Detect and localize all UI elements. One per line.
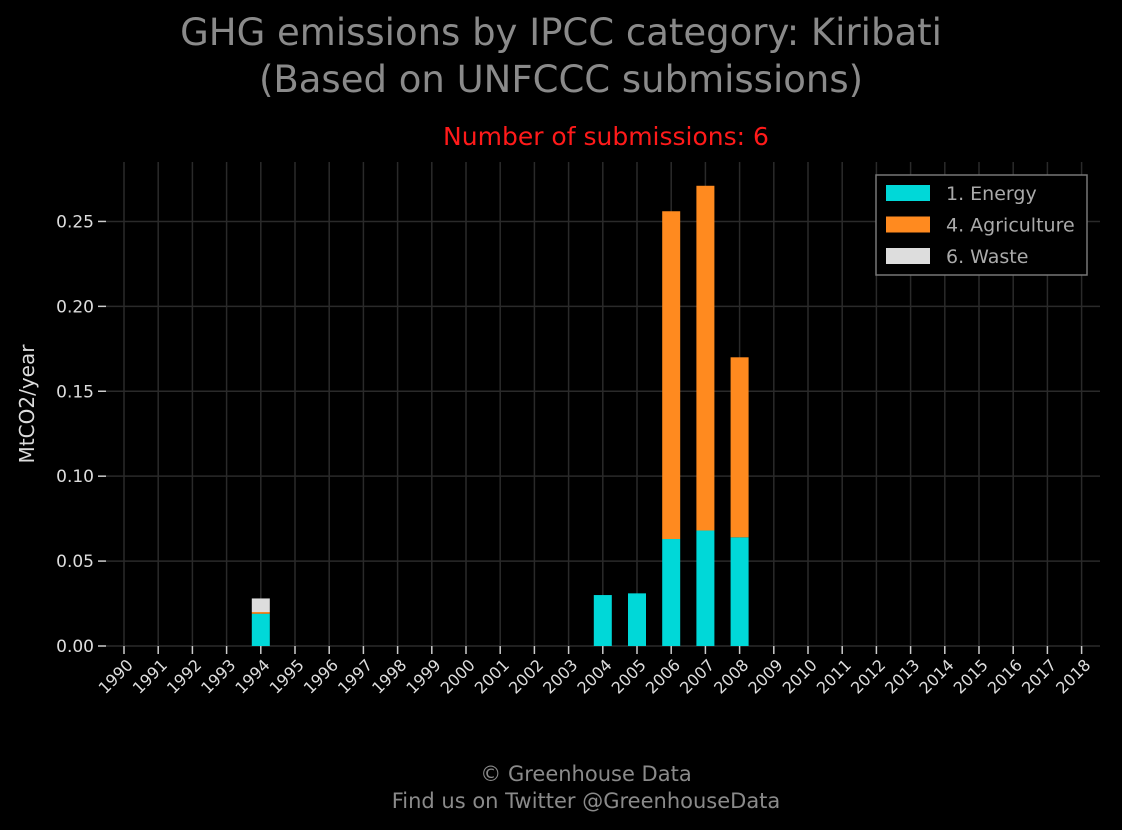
legend-label: 4. Agriculture [946,215,1075,237]
x-tick-label: 2001 [471,655,513,697]
legend-label: 6. Waste [946,246,1028,268]
x-tick-label: 1992 [163,655,205,697]
bar-segment [696,530,715,646]
y-tick-label: 0.10 [56,467,94,487]
legend-swatch [886,248,930,264]
x-tick-label: 2016 [984,655,1026,697]
bar-segment [696,185,715,531]
x-tick-label: 1993 [197,655,239,697]
y-tick-label: 0.00 [56,637,94,657]
x-tick-label: 2018 [1052,655,1094,697]
bar-segment [593,595,612,646]
x-tick-label: 2005 [608,655,650,697]
y-tick-label: 0.20 [56,297,94,317]
x-tick-label: 2007 [676,655,718,697]
x-tick-label: 2008 [710,655,752,697]
x-tick-label: 1990 [95,655,137,697]
x-tick-label: 1995 [266,655,308,697]
bar-segment [628,593,646,646]
bar-segment [251,598,270,613]
x-tick-label: 2006 [642,655,684,697]
y-tick-label: 0.25 [56,212,94,232]
bar-segment [662,539,681,646]
legend-swatch [886,185,930,201]
chart-title-line2: (Based on UNFCCC submissions) [258,58,864,101]
y-tick-label: 0.15 [56,382,94,402]
x-tick-label: 2010 [779,655,821,697]
bar-segment [251,613,270,646]
x-tick-label: 2009 [744,655,786,697]
y-tick-label: 0.05 [56,552,94,572]
bar-segment [662,211,681,540]
x-tick-label: 1996 [300,655,342,697]
footer-twitter: Find us on Twitter @GreenhouseData [391,789,781,813]
x-tick-label: 1991 [129,655,171,697]
footer-copyright: © Greenhouse Data [480,762,692,786]
x-tick-label: 2012 [847,655,889,697]
legend-label: 1. Energy [946,183,1037,205]
x-tick-label: 1997 [334,655,376,697]
bar-segment [251,612,270,614]
x-tick-label: 2017 [1018,655,1060,697]
legend-swatch [886,216,930,233]
x-tick-label: 2011 [813,655,855,697]
chart-title-line1: GHG emissions by IPCC category: Kiribati [180,11,942,54]
bar-segment [730,357,749,538]
x-tick-label: 2015 [950,655,992,697]
x-tick-label: 1994 [231,655,273,697]
x-tick-label: 2000 [437,655,479,697]
x-tick-label: 2013 [881,655,923,697]
x-tick-label: 2002 [505,655,547,697]
bar-segment [730,537,749,646]
x-tick-label: 2004 [573,655,615,697]
y-axis-label: MtCO2/year [15,344,39,464]
chart-subtitle: Number of submissions: 6 [443,122,769,151]
x-tick-label: 1999 [402,655,444,697]
x-tick-label: 1998 [368,655,410,697]
x-tick-label: 2003 [539,655,581,697]
x-tick-label: 2014 [915,655,957,697]
